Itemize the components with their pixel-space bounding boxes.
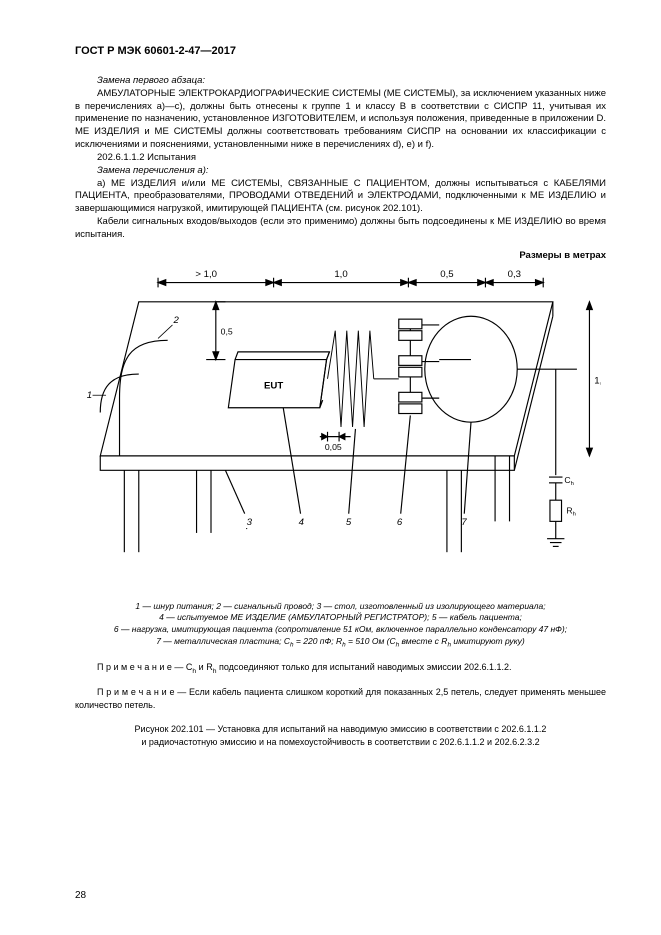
diagram-svg: > 1,0 1,0 0,5 0,3 EUT [81, 263, 601, 591]
svg-text:0,3: 0,3 [507, 268, 520, 279]
svg-text:0,05: 0,05 [324, 442, 341, 452]
dimensions-label: Размеры в метрах [75, 250, 606, 261]
figure-caption: Рисунок 202.101 — Установка для испытани… [75, 723, 606, 748]
svg-text:> 1,0: > 1,0 [195, 268, 217, 279]
p1-label: Замена первого абзаца: [75, 75, 606, 88]
svg-text:Ch: Ch [564, 474, 573, 486]
svg-text:0,5: 0,5 [220, 326, 232, 336]
figure-202-101: > 1,0 1,0 0,5 0,3 EUT [75, 263, 606, 591]
svg-text:7: 7 [461, 517, 467, 528]
svg-text:6: 6 [396, 517, 402, 528]
p2: 202.6.1.1.2 Испытания [75, 152, 606, 165]
svg-text:1: 1 [86, 390, 91, 401]
svg-text:0,5: 0,5 [440, 268, 453, 279]
svg-text:1,0: 1,0 [334, 268, 347, 279]
p1: АМБУЛАТОРНЫЕ ЭЛЕКТРОКАРДИОГРАФИЧЕСКИЕ СИ… [75, 88, 606, 152]
page: ГОСТ Р МЭК 60601-2-47—2017 Замена первог… [0, 0, 661, 935]
note-2: П р и м е ч а н и е — Если кабель пациен… [75, 686, 606, 711]
doc-header: ГОСТ Р МЭК 60601-2-47—2017 [75, 45, 606, 57]
p3-label: Замена перечисления а): [75, 165, 606, 178]
svg-text:1,0: 1,0 [594, 375, 601, 386]
page-number: 28 [75, 890, 86, 901]
note-1: П р и м е ч а н и е — Ch и Rh подсоединя… [75, 661, 606, 676]
svg-text:Rh: Rh [566, 505, 575, 517]
p4: Кабели сигнальных входов/выходов (если э… [75, 216, 606, 242]
p3: а) МЕ ИЗДЕЛИЯ и/или МЕ СИСТЕМЫ, СВЯЗАННЫ… [75, 178, 606, 216]
svg-text:2: 2 [172, 315, 179, 326]
figure-legend: 1 — шнур питания; 2 — сигнальный провод;… [75, 601, 606, 651]
svg-text:EUT: EUT [263, 380, 282, 391]
svg-text:5: 5 [345, 517, 351, 528]
svg-text:3: 3 [246, 517, 252, 528]
svg-text:4: 4 [298, 517, 303, 528]
